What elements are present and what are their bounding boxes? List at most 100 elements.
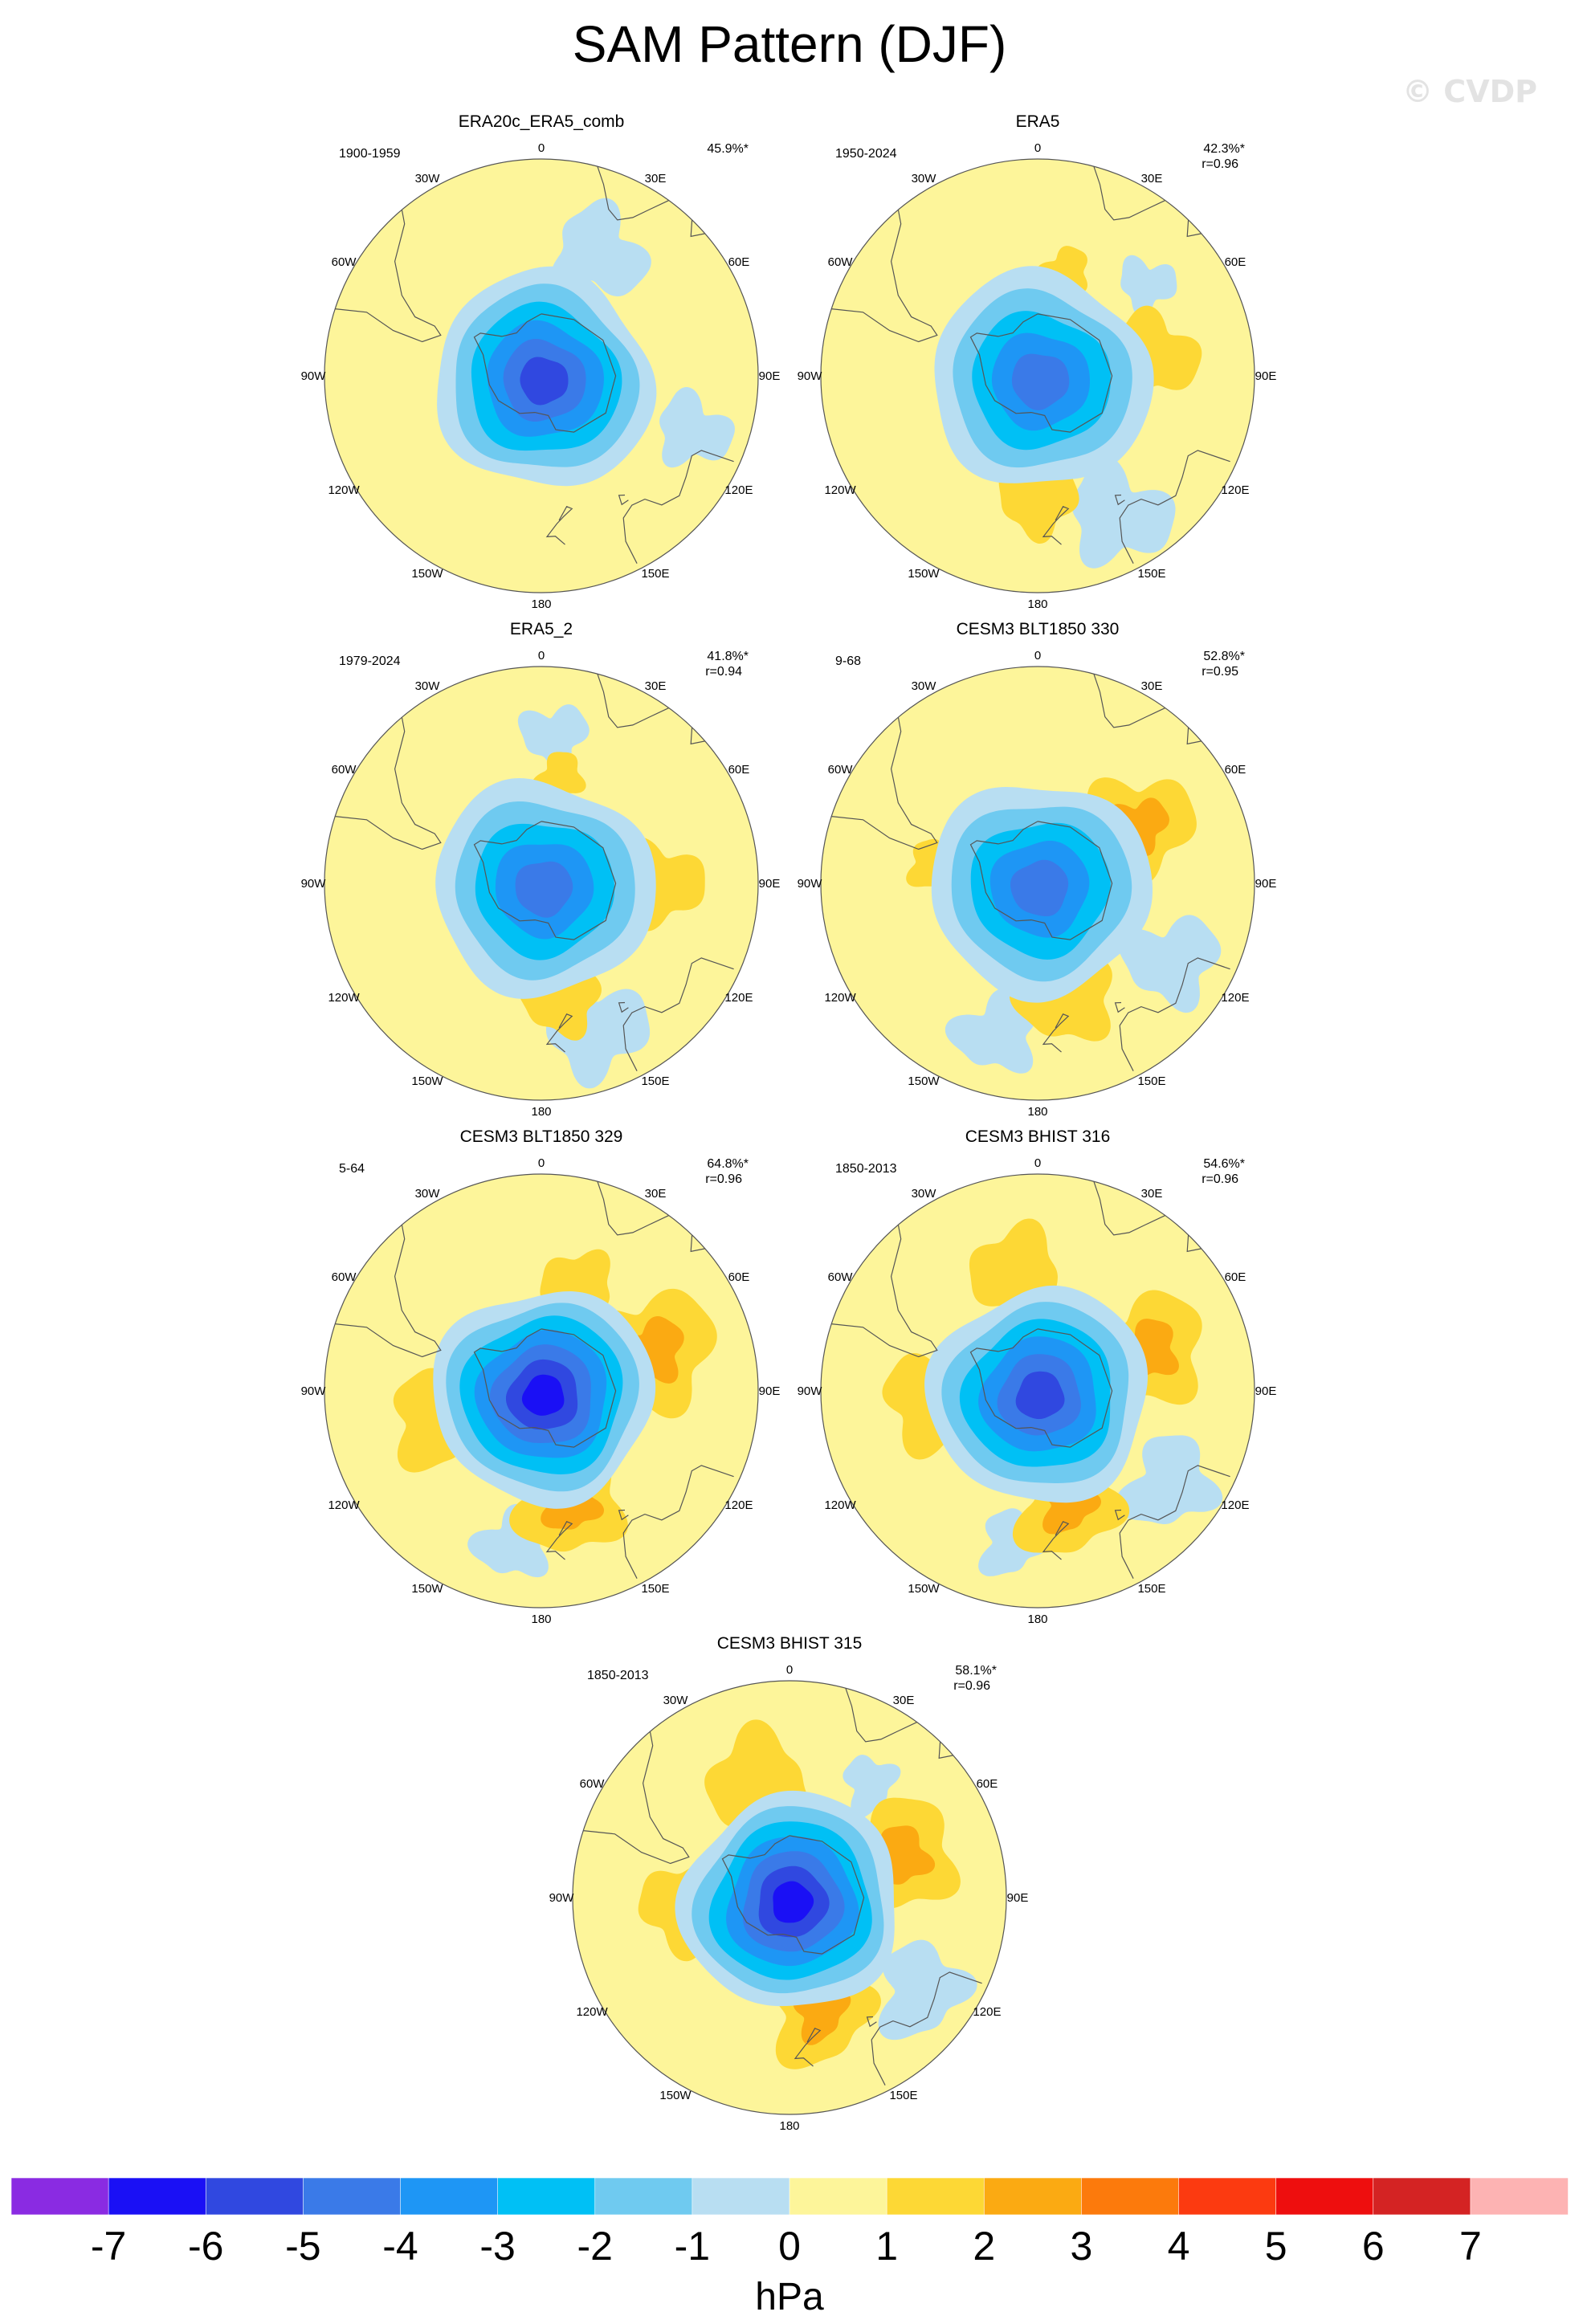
longitude-label: 60W <box>828 763 854 777</box>
coastline <box>721 1835 865 1955</box>
colorbar-tick-label: -6 <box>188 2224 223 2269</box>
panel-variance: 41.8%* <box>707 650 749 663</box>
longitude-label: 90W <box>798 877 823 891</box>
coastline <box>1042 1013 1070 1053</box>
panel-period: 9-68 <box>835 654 861 668</box>
longitude-label: 90E <box>1255 877 1277 891</box>
longitude-label: 180 <box>1027 1613 1047 1626</box>
longitude-label: 150E <box>1137 567 1165 581</box>
panel-variance: 58.1%* <box>955 1664 997 1678</box>
coastline <box>597 674 669 728</box>
coastline <box>622 450 734 564</box>
longitude-label: 60W <box>828 1270 854 1284</box>
longitude-label: 60E <box>728 255 750 269</box>
longitude-label: 120W <box>576 2005 608 2019</box>
coastline <box>794 2028 822 2067</box>
longitude-label: 150E <box>1137 1074 1165 1088</box>
coastline <box>831 1225 938 1358</box>
panel-period: 1850-2013 <box>587 1669 649 1682</box>
central-pole-level <box>520 357 569 406</box>
colorbar-box <box>886 2177 985 2216</box>
colorbar-box <box>10 2177 109 2216</box>
longitude-label: 120W <box>328 1498 360 1512</box>
coastline <box>1114 1001 1125 1013</box>
longitude-label: 60E <box>728 763 750 777</box>
colorbar-tick-label: 7 <box>1459 2224 1482 2269</box>
panel-period: 5-64 <box>339 1162 365 1176</box>
cvdp-watermark: © CVDP <box>1402 74 1537 109</box>
colorbar-box <box>108 2177 207 2216</box>
panel-correlation: r=0.96 <box>1202 1172 1238 1186</box>
panel-title: ERA20c_ERA5_comb <box>459 112 625 131</box>
coastline <box>597 166 669 221</box>
longitude-label: 90E <box>1007 1891 1029 1905</box>
coastline <box>831 210 938 343</box>
negative-anomaly-lobe <box>978 1508 1051 1576</box>
longitude-label: 150E <box>641 1074 669 1088</box>
coastline <box>1093 674 1165 728</box>
panel-variance: 45.9%* <box>707 142 749 156</box>
map-boundary <box>820 158 1255 593</box>
longitude-label: 0 <box>1034 141 1041 155</box>
panel-variance: 64.8%* <box>707 1157 749 1171</box>
longitude-label: 30E <box>645 679 667 693</box>
polar-panel-3: 0 30E 60E 90E 120E 150E 180 150W 120W 90W 60W 30W ER… <box>301 620 781 1119</box>
longitude-label: 30W <box>663 1694 689 1707</box>
coastline <box>866 2016 877 2028</box>
coastline <box>969 1328 1113 1448</box>
colorbar-tick-label: 4 <box>1168 2224 1190 2269</box>
longitude-label: 60W <box>580 1777 606 1791</box>
longitude-label: 150W <box>411 1074 443 1088</box>
longitude-label: 30E <box>1141 679 1163 693</box>
longitude-label: 30W <box>912 1187 937 1201</box>
longitude-label: 150W <box>908 1074 940 1088</box>
colorbar-box <box>1275 2177 1374 2216</box>
longitude-label: 90W <box>798 1384 823 1398</box>
central-pole-level <box>515 861 573 918</box>
longitude-label: 30W <box>912 172 937 186</box>
longitude-label: 30E <box>1141 1187 1163 1201</box>
colorbar-box <box>205 2177 304 2216</box>
central-pole-level <box>1011 353 1070 410</box>
map-boundary <box>324 158 759 593</box>
longitude-label: 90W <box>301 369 327 383</box>
longitude-label: 120W <box>328 991 360 1005</box>
polar-panel-6: 0 30E 60E 90E 120E 150E 180 150W 120W 90W 60W 30W CE… <box>798 1127 1277 1626</box>
longitude-label: 120E <box>1221 991 1249 1005</box>
colorbar-box <box>1081 2177 1180 2216</box>
coastline <box>622 1465 734 1579</box>
negative-anomaly-lobe <box>1117 915 1222 1013</box>
panel-title: ERA5_2 <box>510 620 573 638</box>
panel-variance: 54.6%* <box>1203 1157 1245 1171</box>
panel-correlation: r=0.96 <box>953 1679 990 1693</box>
longitude-label: 60E <box>1225 763 1246 777</box>
coastline <box>618 494 629 506</box>
longitude-label: 150E <box>641 1582 669 1596</box>
map-boundary <box>324 666 759 1101</box>
longitude-label: 150W <box>411 1582 443 1596</box>
coastline <box>597 1181 669 1236</box>
longitude-label: 120W <box>824 1498 856 1512</box>
longitude-label: 120E <box>1221 1498 1249 1512</box>
longitude-label: 120E <box>724 483 753 497</box>
longitude-label: 150W <box>659 2089 692 2102</box>
coastline <box>473 821 617 940</box>
longitude-label: 0 <box>538 1156 545 1170</box>
longitude-label: 120E <box>724 991 753 1005</box>
longitude-label: 60E <box>1225 255 1246 269</box>
longitude-label: 120E <box>973 2005 1001 2019</box>
coastline <box>335 1225 442 1358</box>
panel-title: CESM3 BLT1850 330 <box>957 620 1120 638</box>
polar-panel-4: 0 30E 60E 90E 120E 150E 180 150W 120W 90W 60W 30W CE… <box>798 620 1277 1119</box>
coastline <box>545 506 573 545</box>
negative-anomaly-lobe <box>1120 255 1177 316</box>
longitude-label: 120W <box>824 483 856 497</box>
colorbar-tick-label: 3 <box>1070 2224 1092 2269</box>
panel-period: 1979-2024 <box>339 654 401 668</box>
longitude-label: 60W <box>332 763 357 777</box>
polar-panel-7: 0 30E 60E 90E 120E 150E 180 150W 120W 90W 60W 30W CE… <box>549 1634 1029 2133</box>
polar-panel-1: 0 30E 60E 90E 120E 150E 180 150W 120W 90W 60W 30W ER… <box>301 112 781 611</box>
colorbar-box <box>1178 2177 1277 2216</box>
longitude-label: 120W <box>328 483 360 497</box>
